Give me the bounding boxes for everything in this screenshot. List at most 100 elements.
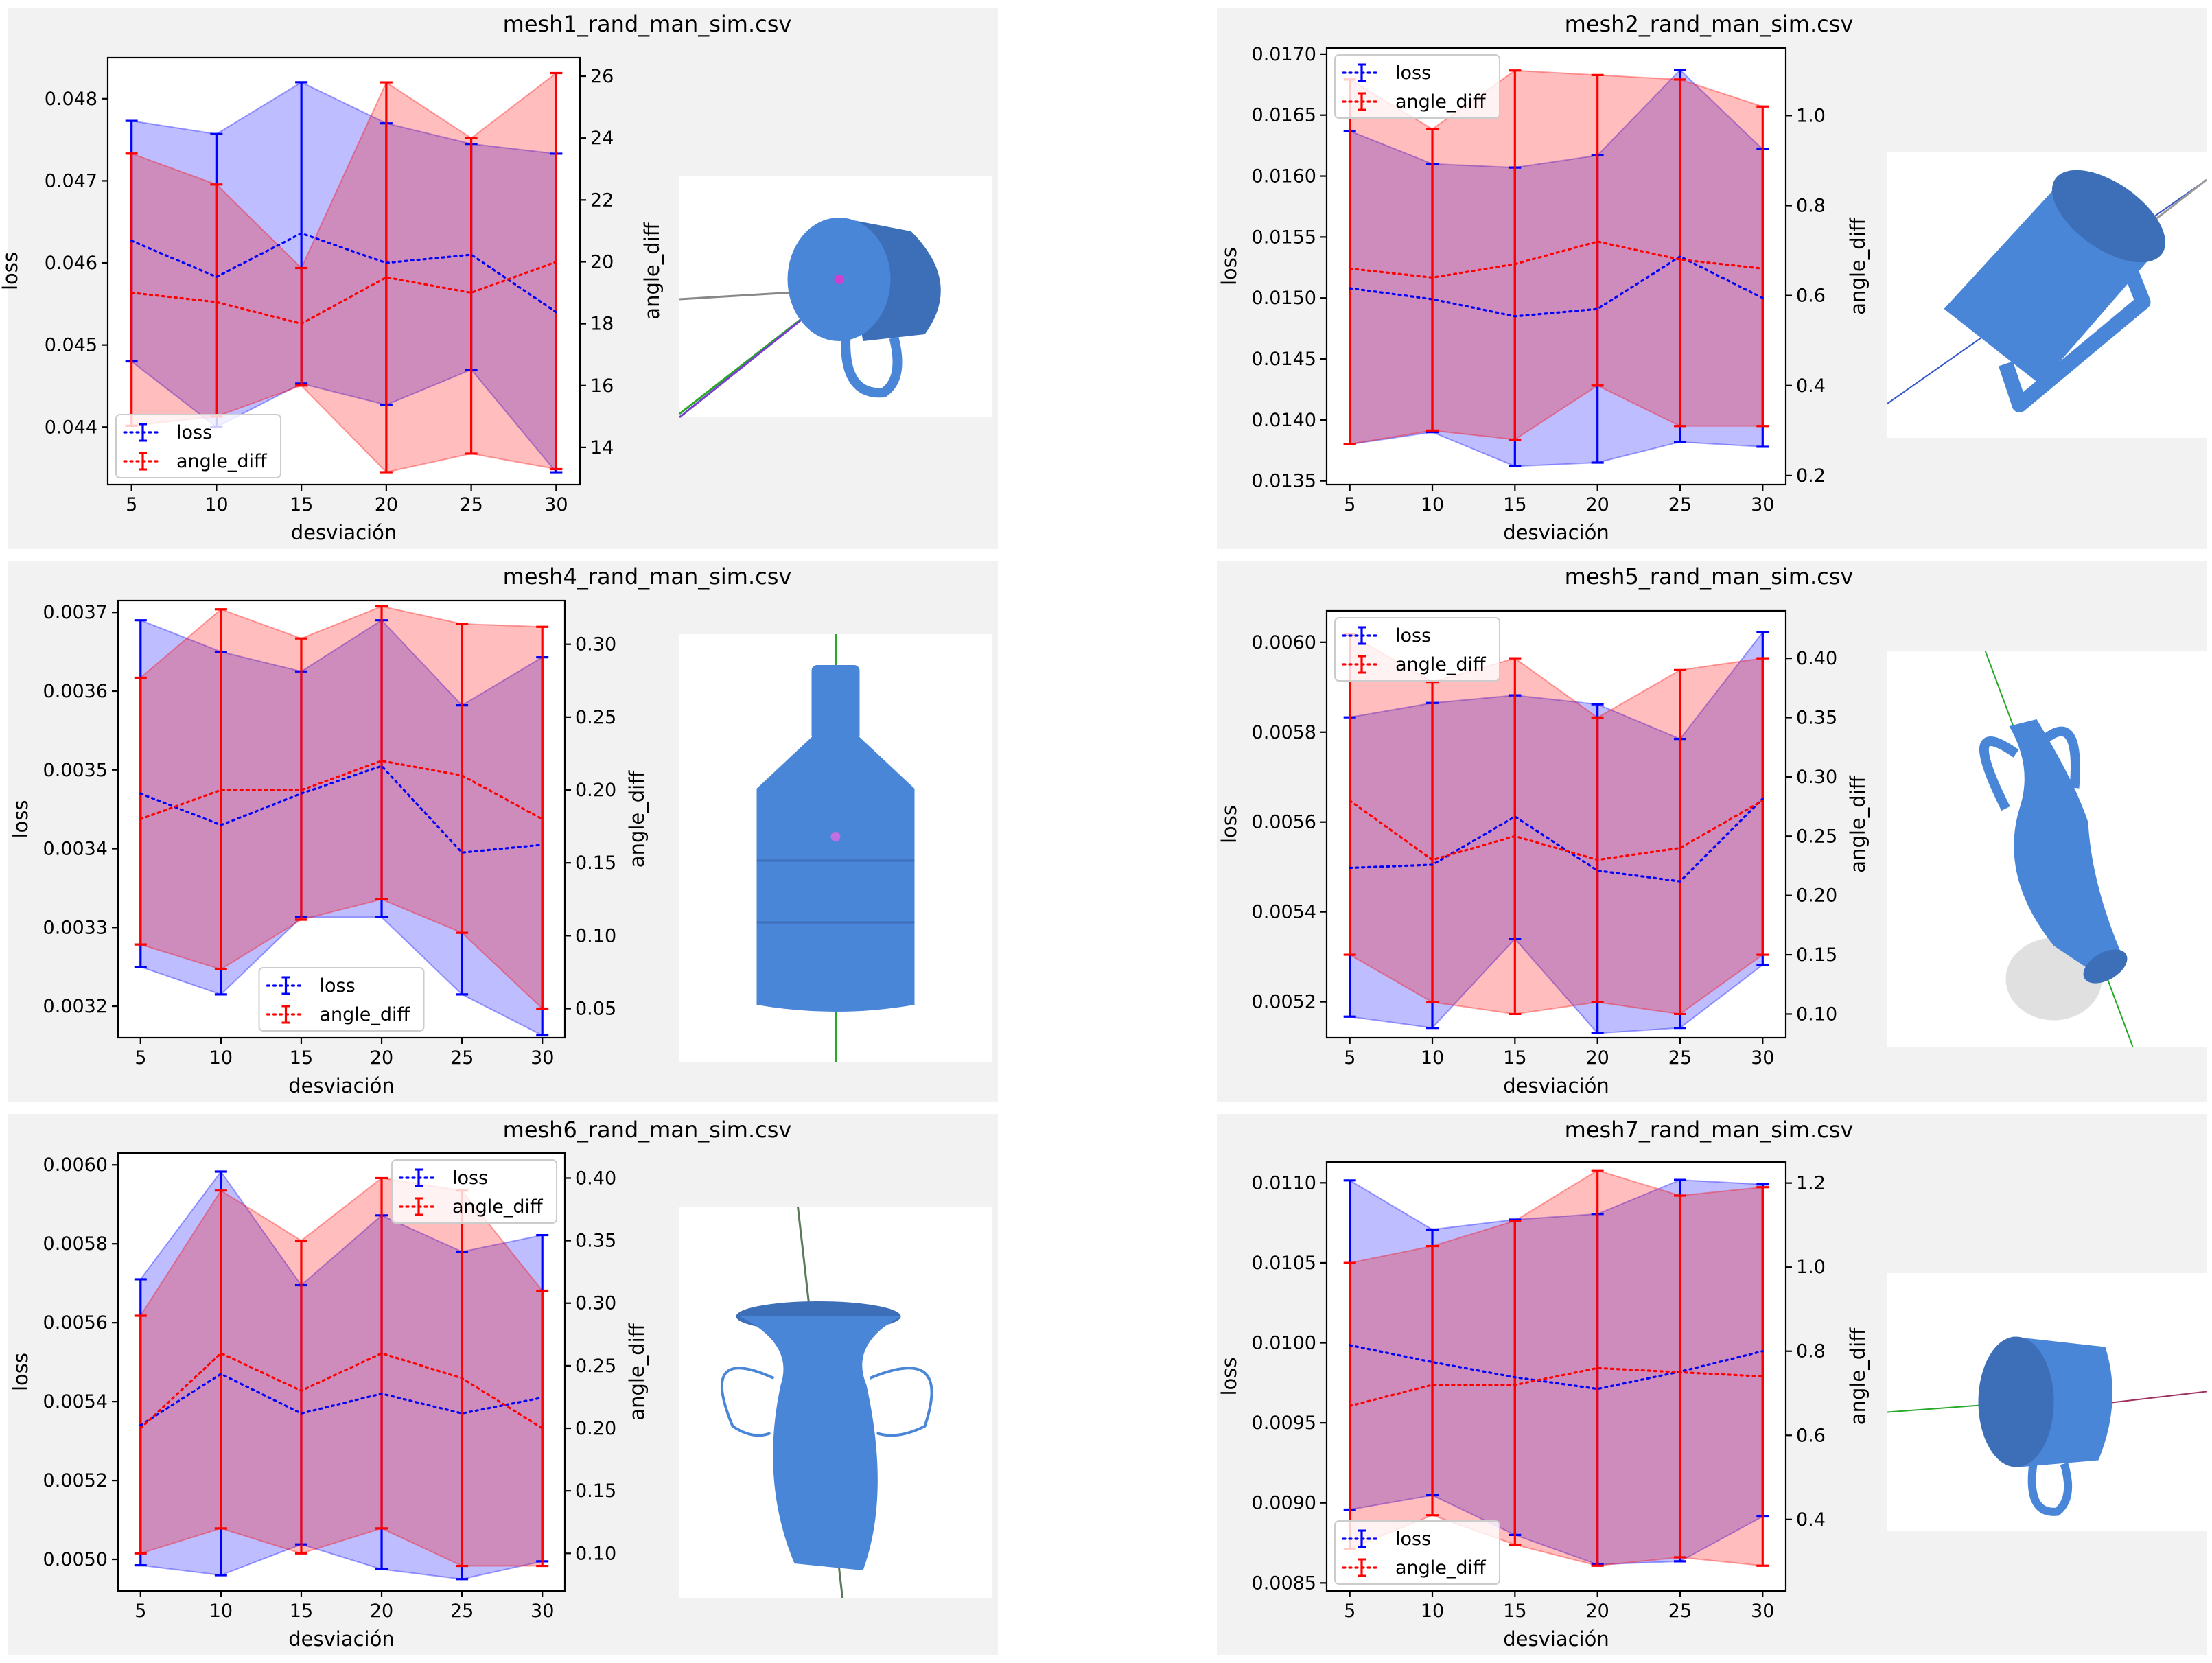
- y-tick-label: 0.0105: [1252, 1253, 1316, 1274]
- y2-tick-label: 0.20: [1796, 885, 1837, 907]
- x-tick-label-5: 5: [1344, 1601, 1355, 1622]
- legend-label-loss: loss: [452, 1167, 488, 1189]
- y2-tick-label: 0.10: [575, 1543, 616, 1564]
- plot-area: [108, 58, 580, 485]
- x-tick-label-10: 10: [209, 1601, 233, 1622]
- y2-tick-label: 0.30: [575, 1293, 616, 1314]
- y-tick-label: 0.0052: [43, 1470, 108, 1491]
- mug-rim: [1978, 1336, 2054, 1467]
- y-tick-label: 0.0058: [43, 1233, 108, 1255]
- legend-label-angle_diff: angle_diff: [1395, 91, 1487, 113]
- legend-label-angle_diff: angle_diff: [1395, 1557, 1487, 1579]
- x-tick-label-25: 25: [1668, 1601, 1692, 1622]
- y2-tick-label: 1.0: [1796, 105, 1826, 126]
- loss-mean-line: [1349, 255, 1764, 318]
- mug-rim: [2051, 170, 2166, 263]
- mug-handle: [1999, 264, 2151, 412]
- y-tick-label: 0.0110: [1252, 1172, 1316, 1194]
- y2-tick-label: 16: [590, 375, 614, 397]
- y-tick-label: 0.046: [45, 253, 97, 274]
- axes-frame: [106, 56, 581, 486]
- y-tick-label: 0.0052: [1252, 992, 1316, 1013]
- x-tick-label-20: 20: [1585, 1047, 1609, 1069]
- plot-content: [134, 1170, 549, 1581]
- y-axis-title: loss: [1218, 247, 1241, 286]
- render-mug-top-view: [1887, 1273, 2207, 1531]
- x-tick-label-5: 5: [135, 1047, 146, 1069]
- y2-tick-label: 14: [590, 437, 614, 458]
- axes-frame: [117, 599, 566, 1039]
- y-tick-label: 0.0054: [43, 1391, 108, 1412]
- origin-marker: [830, 832, 841, 841]
- y-tick-label: 0.0060: [43, 1154, 108, 1176]
- y2-axis-title: angle_diff: [625, 770, 649, 868]
- y2-tick-label: 0.05: [575, 999, 616, 1020]
- y2-axis-title: angle_diff: [625, 1323, 649, 1420]
- amphora-body: [2009, 719, 2123, 973]
- x-tick-label-15: 15: [290, 1047, 313, 1069]
- y2-tick-label: 0.40: [575, 1167, 616, 1189]
- y-tick-label: 0.044: [45, 417, 97, 438]
- y-tick-label: 0.0155: [1252, 226, 1316, 248]
- y-tick-label: 0.0160: [1252, 166, 1316, 187]
- x-tick-label-15: 15: [1503, 1601, 1526, 1622]
- y-axis-title: loss: [1218, 805, 1241, 844]
- y2-axis-title: angle_diff: [1846, 775, 1870, 872]
- x-tick-label-30: 30: [531, 1047, 554, 1069]
- y2-tick-label: 18: [590, 314, 614, 335]
- bottle-body: [756, 737, 915, 1012]
- render-mug-tilted: [1887, 152, 2207, 438]
- y2-tick-label: 1.0: [1796, 1257, 1826, 1278]
- x-tick-label-20: 20: [1585, 494, 1609, 515]
- y-tick-label: 0.0140: [1252, 410, 1316, 431]
- y-tick-label: 0.048: [45, 89, 97, 110]
- chart-panel-5: 5 10 15 20 25 30 0.0050 0.0052 0.0054 0.0056 0.005…: [8, 1114, 998, 1655]
- y2-tick-label: 0.10: [1796, 1003, 1837, 1025]
- mug-handle: [2027, 1462, 2073, 1516]
- legend: loss angle_diff: [1334, 54, 1500, 119]
- y2-tick-label: 1.2: [1796, 1173, 1826, 1194]
- x-tick-label-10: 10: [1421, 1601, 1444, 1622]
- chart-panel-1: 5 10 15 20 25 30 0.044 0.045 0.046 0.047 0.048 14 16…: [0, 8, 998, 549]
- y2-axis-title: angle_diff: [1846, 217, 1870, 314]
- angle-diff-mean-line: [130, 260, 557, 325]
- loss-mean-line: [139, 765, 544, 854]
- legend-label-loss: loss: [1395, 1528, 1431, 1550]
- angle-diff-confidence-band: [1349, 633, 1764, 1015]
- angle-diff-confidence-band: [1349, 69, 1764, 445]
- amphora-handle-left: [1979, 736, 2019, 811]
- x-tick-label-10: 10: [205, 494, 228, 515]
- angle-diff-mean-line: [1349, 1367, 1764, 1407]
- x-tick-label-10: 10: [1421, 1047, 1444, 1069]
- y2-axis-title: angle_diff: [1846, 1327, 1870, 1425]
- x-tick-label-15: 15: [290, 494, 313, 515]
- y-tick-label: 0.0035: [43, 760, 108, 781]
- y2-tick-label: 0.8: [1796, 195, 1826, 216]
- y2-tick-label: 0.35: [1796, 708, 1837, 729]
- chart-title: mesh2_rand_man_sim.csv: [1565, 11, 1854, 37]
- vase-handle-right: [869, 1367, 933, 1437]
- vase-handle-left: [720, 1367, 775, 1437]
- x-tick-label-25: 25: [1668, 494, 1692, 515]
- render-amphora: [1887, 650, 2207, 1047]
- y-tick-label: 0.0058: [1252, 722, 1316, 743]
- y2-tick-label: 0.25: [575, 1356, 616, 1377]
- chart-panel-2: 5 10 15 20 25 30 0.0135 0.0140 0.0145 0.0150 0.015…: [1217, 8, 2207, 549]
- y-tick-label: 0.0034: [43, 839, 108, 860]
- chart-title: mesh6_rand_man_sim.csv: [503, 1117, 792, 1143]
- x-tick-label-15: 15: [1503, 494, 1526, 515]
- chart-panel-6: 5 10 15 20 25 30 0.0085 0.0090 0.0095 0.0100 0.010…: [1217, 1114, 2207, 1655]
- render-vase: [679, 1206, 992, 1598]
- y-tick-label: 0.0170: [1252, 44, 1316, 65]
- x-tick-label-30: 30: [544, 494, 568, 515]
- x-axis-title: desviación: [1503, 1074, 1609, 1097]
- x-tick-label-15: 15: [290, 1601, 313, 1622]
- x-tick-label-30: 30: [1751, 1047, 1774, 1069]
- y2-tick-label: 0.15: [575, 852, 616, 874]
- legend: loss angle_diff: [391, 1159, 557, 1224]
- y-axis-title: loss: [1218, 1357, 1241, 1395]
- y-axis-title: loss: [9, 1353, 32, 1391]
- axes-frame: [1325, 47, 1787, 486]
- y-axis-title: loss: [9, 800, 32, 838]
- bottle-cap: [811, 665, 860, 741]
